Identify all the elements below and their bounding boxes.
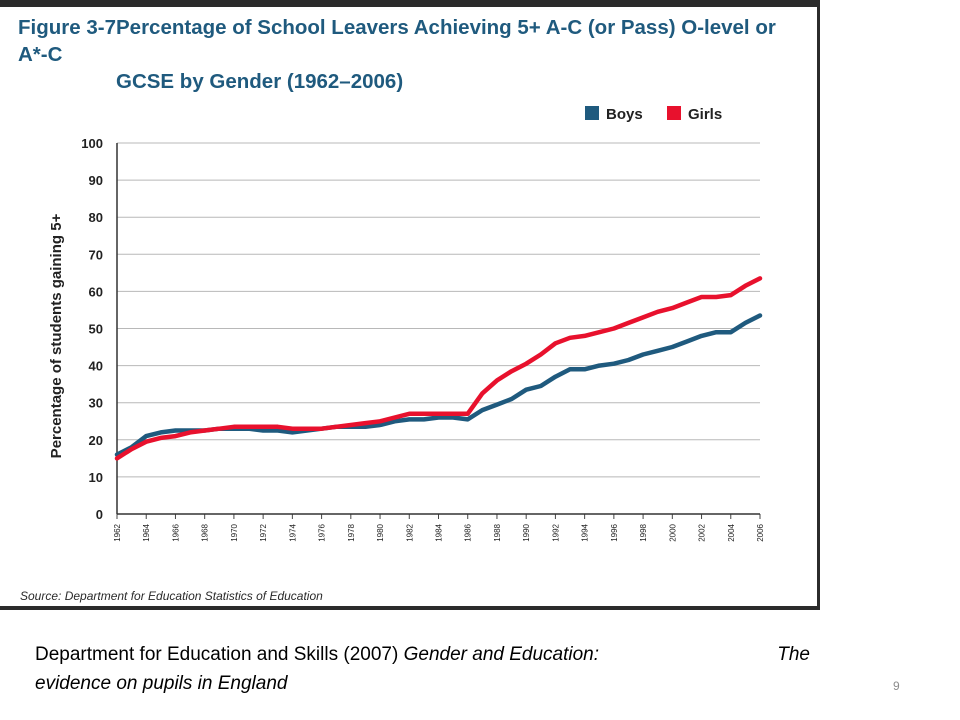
x-tick-label: 2006 — [756, 523, 765, 541]
y-axis-label: Percentage of students gaining 5+ — [48, 213, 65, 458]
series-line-boys — [114, 313, 763, 457]
x-tick-label: 1996 — [610, 523, 619, 541]
x-tick-label: 2004 — [727, 523, 736, 541]
legend-swatch-boys — [585, 106, 599, 120]
figure-number: Figure 3-7 — [18, 16, 116, 39]
chart-legend: Boys Girls — [585, 106, 722, 123]
y-tick-label: 90 — [89, 173, 103, 188]
x-tick-label: 1976 — [318, 523, 327, 541]
figure-title: Figure 3-7Percentage of School Leavers A… — [18, 14, 808, 95]
series-lines — [114, 276, 763, 461]
y-tick-label: 0 — [96, 507, 103, 522]
figure-title-line1: Percentage of School Leavers Achieving 5… — [18, 16, 776, 66]
citation: Department for Education and Skills (200… — [35, 640, 810, 698]
x-tick-label: 1962 — [113, 523, 122, 541]
y-axis-ticks: 0 10 20 30 40 50 60 70 80 90 100 — [81, 136, 103, 522]
legend-label-boys: Boys — [606, 106, 643, 123]
page-number: 9 — [893, 679, 900, 693]
x-tick-label: 1994 — [581, 523, 590, 541]
x-tick-label: 1980 — [376, 523, 385, 541]
x-tick-label: 1998 — [639, 523, 648, 541]
y-tick-label: 20 — [89, 433, 103, 448]
citation-title-part2: The — [777, 644, 810, 665]
x-tick-label: 1990 — [522, 523, 531, 541]
y-tick-label: 40 — [89, 359, 103, 374]
y-tick-label: 60 — [89, 284, 103, 299]
citation-first: Department for Education and Skills (200… — [35, 640, 599, 669]
x-tick-label: 1964 — [142, 523, 151, 541]
x-tick-label: 1974 — [288, 523, 297, 541]
x-tick-label: 1970 — [230, 523, 239, 541]
x-tick-label: 1984 — [435, 523, 444, 541]
x-tick-label: 1966 — [171, 523, 180, 541]
citation-line-1: Department for Education and Skills (200… — [35, 640, 810, 669]
series-line-girls — [114, 276, 763, 461]
source-note: Source: Department for Education Statist… — [20, 589, 323, 603]
y-tick-label: 30 — [89, 396, 103, 411]
x-tick-label: 1978 — [347, 523, 356, 541]
citation-title-part1: Gender and Education: — [403, 644, 600, 665]
y-tick-label: 70 — [89, 247, 103, 262]
x-tick-label: 1968 — [201, 523, 210, 541]
grid-lines — [117, 142, 760, 478]
y-tick-label: 50 — [89, 322, 103, 337]
y-tick-label: 80 — [89, 210, 103, 225]
x-tick-label: 2000 — [668, 523, 677, 541]
x-tick-label: 1982 — [405, 523, 414, 541]
x-tick-label: 1988 — [493, 523, 502, 541]
citation-author-year: Department for Education and Skills (200… — [35, 644, 404, 665]
x-axis-ticks: 1962 1964 1966 1968 1970 1972 1974 1976 1978 1980… — [113, 514, 765, 542]
legend-label-girls: Girls — [688, 106, 722, 123]
y-tick-label: 100 — [81, 136, 103, 151]
legend-swatch-girls — [667, 106, 681, 120]
x-tick-label: 1972 — [259, 523, 268, 541]
figure-title-line2: GCSE by Gender (1962–2006) — [116, 70, 404, 93]
x-tick-label: 1986 — [464, 523, 473, 541]
x-tick-label: 1992 — [551, 523, 560, 541]
citation-title-part3: evidence on pupils in England — [35, 673, 288, 694]
x-tick-label: 2002 — [698, 523, 707, 541]
y-tick-label: 10 — [89, 470, 103, 485]
